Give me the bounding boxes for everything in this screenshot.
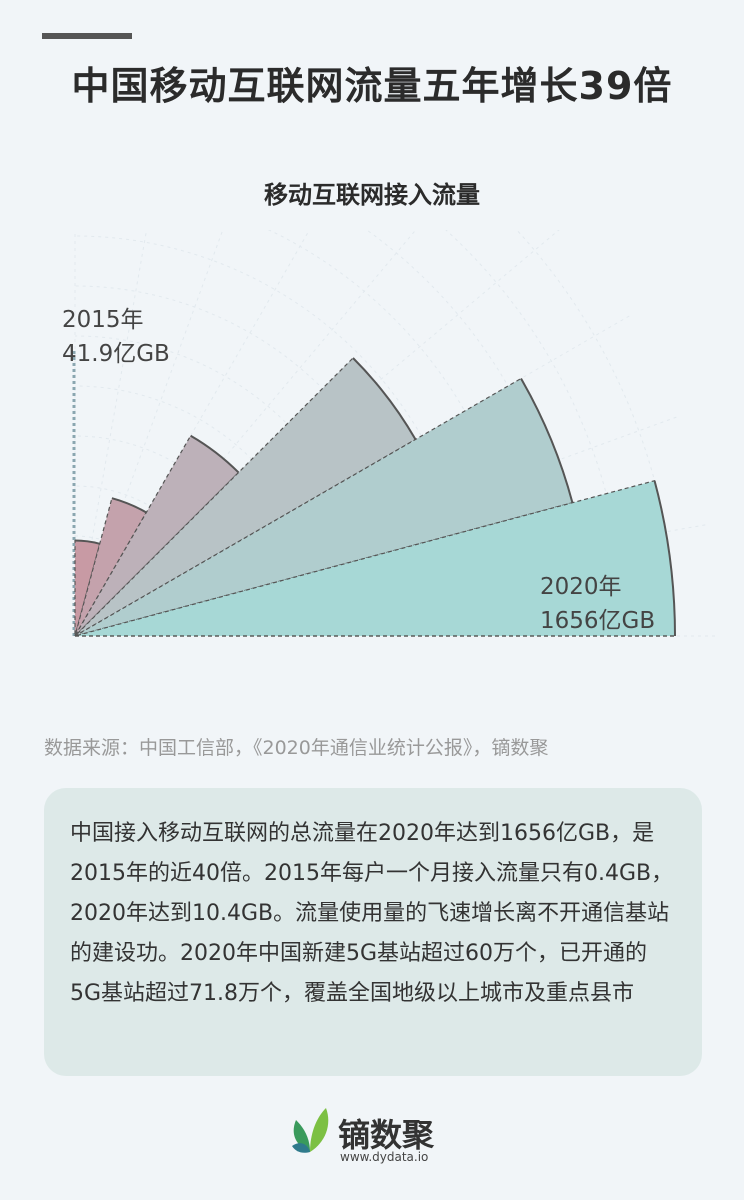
chart-title: 移动互联网接入流量: [264, 181, 480, 209]
annotation-2020-value: 1656亿GB: [540, 608, 656, 634]
annotation-2015: 2015年 41.9亿GB: [62, 303, 170, 371]
brand-url: www.dydata.io: [340, 1150, 429, 1164]
annotation-2020-year: 2020年: [540, 574, 622, 600]
grid-arc: [74, 335, 376, 637]
title-accent-bar: [42, 33, 132, 39]
grid-spoke: [74, 230, 148, 637]
page-title: 中国移动互联网流量五年增长39倍: [71, 64, 673, 108]
sector-arc-2017年: [190, 434, 240, 474]
sector-arc-2018年: [352, 357, 417, 440]
brand-name: 镝数聚: [338, 1116, 435, 1154]
grid-arc: [365, 230, 576, 637]
sector-arc-2019年: [520, 378, 574, 503]
chart-sectors: [74, 357, 676, 637]
leaf-logo-icon: [292, 1108, 329, 1153]
annotation-2020: 2020年 1656亿GB: [540, 570, 655, 638]
annotation-2015-value: 41.9亿GB: [62, 341, 170, 367]
data-source: 数据来源：中国工信部，《2020年通信业统计公报》，镝数聚: [44, 737, 549, 759]
description-card: 中国接入移动互联网的总流量在2020年达到1656亿GB，是2015年的近40倍…: [44, 788, 702, 1076]
annotation-2015-year: 2015年: [62, 307, 144, 333]
description-text: 中国接入移动互联网的总流量在2020年达到1656亿GB，是2015年的近40倍…: [70, 821, 674, 1006]
sector-arc-2020年: [653, 480, 676, 637]
radial-bar-chart: [72, 230, 715, 637]
